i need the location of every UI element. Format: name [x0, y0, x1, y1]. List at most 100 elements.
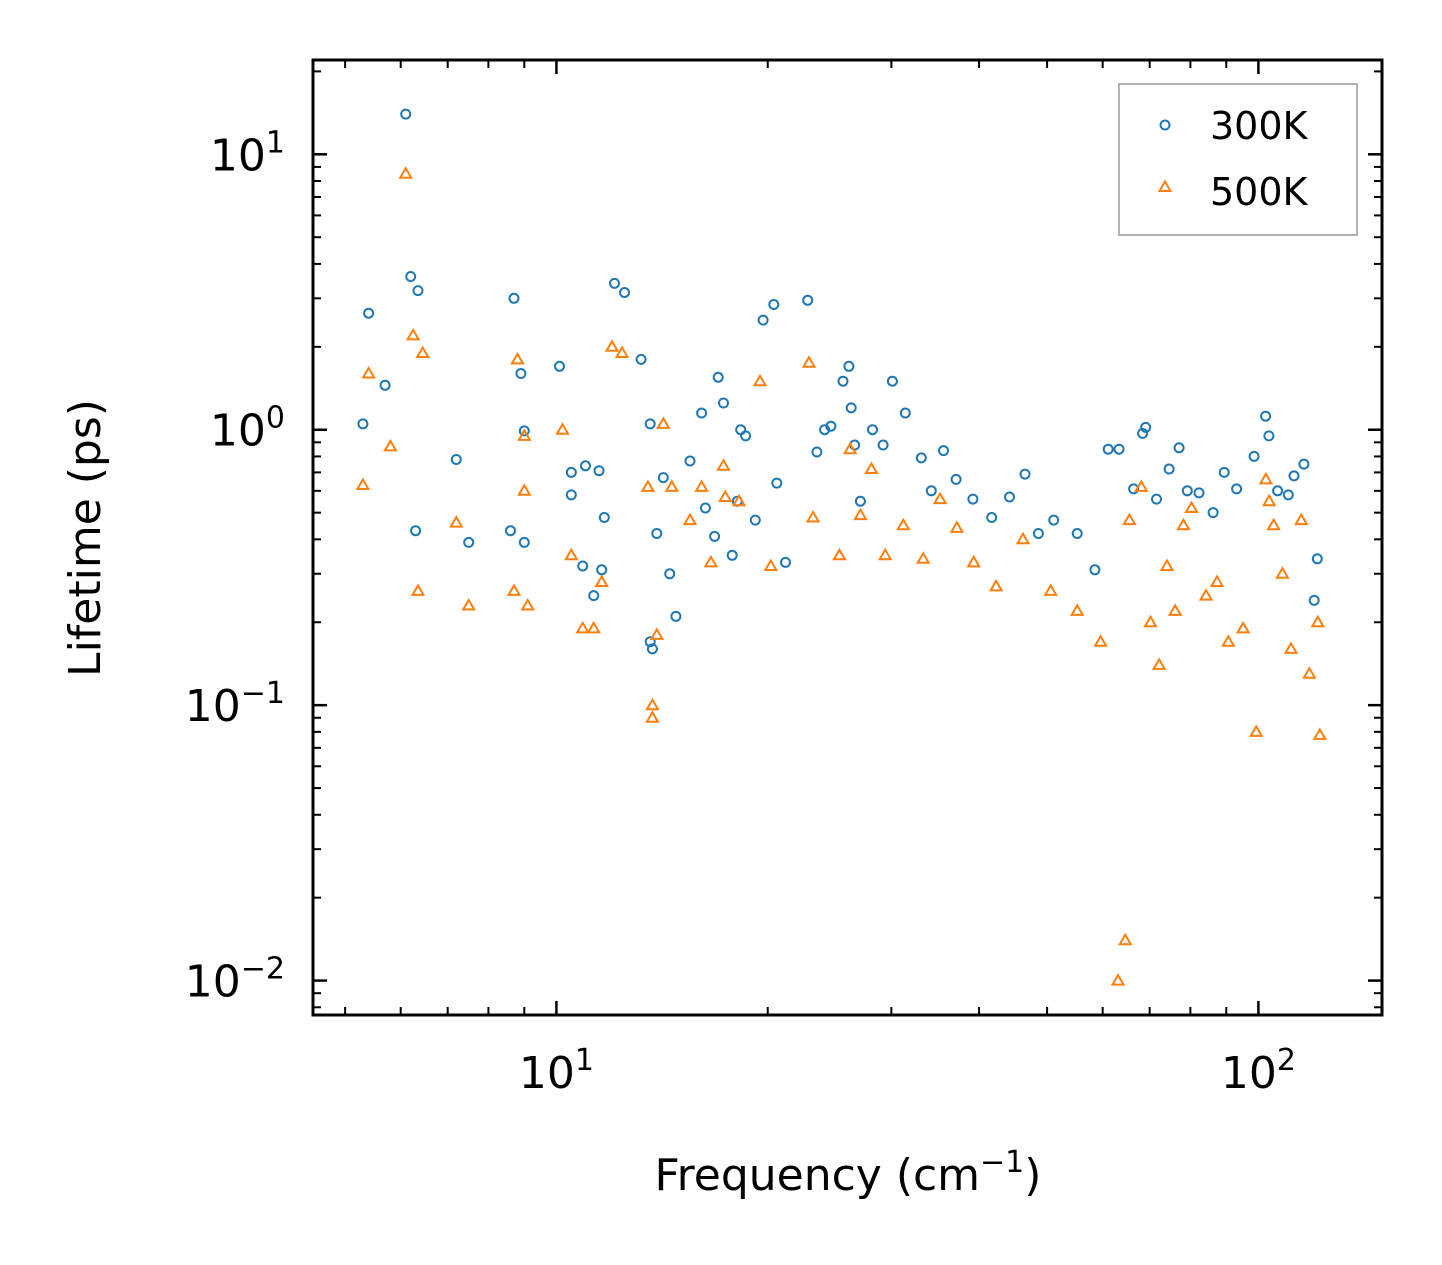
point-500k	[461, 598, 476, 611]
point-300k	[825, 420, 837, 432]
point-300k	[740, 430, 752, 442]
point-300k	[450, 454, 462, 465]
point-300k	[644, 418, 656, 430]
point-500k	[355, 477, 371, 490]
y-tick-label: 100	[210, 401, 285, 457]
point-300k	[709, 530, 721, 542]
point-500k	[1266, 517, 1281, 531]
point-500k	[966, 554, 981, 568]
point-300k	[1173, 442, 1185, 454]
point-500k	[1261, 493, 1277, 507]
point-300k	[1231, 483, 1243, 495]
series-500k	[355, 166, 1328, 986]
point-500k	[649, 627, 665, 640]
point-300k	[400, 108, 412, 120]
point-500k	[664, 479, 680, 492]
point-300k	[379, 379, 391, 391]
point-500k	[763, 558, 779, 571]
point-500k	[832, 547, 847, 561]
point-500k	[1312, 727, 1328, 740]
x-tick-label: 102	[1221, 1043, 1296, 1099]
point-300k	[410, 525, 422, 537]
x-tick-label-base: 10	[519, 1048, 575, 1099]
y-tick-label-base: 10	[185, 957, 241, 1008]
point-300k	[1263, 430, 1275, 442]
point-300k	[518, 425, 530, 437]
legend-label-500k: 500K	[1210, 170, 1309, 214]
point-500k	[932, 491, 948, 505]
point-300k	[837, 375, 849, 387]
point-300k	[811, 446, 823, 458]
y-axis-label: Lifetime (ps)	[60, 399, 111, 677]
point-500k	[555, 422, 570, 435]
point-500k	[586, 620, 601, 634]
point-300k	[635, 353, 647, 365]
y-tick-label: 10−1	[185, 676, 285, 732]
point-300k	[646, 643, 658, 655]
point-300k	[1004, 491, 1015, 503]
point-500k	[645, 697, 660, 711]
x-tick-label-base: 10	[1221, 1048, 1277, 1099]
point-500k	[801, 355, 817, 368]
point-500k	[703, 554, 719, 568]
point-300k	[1032, 528, 1044, 539]
point-500k	[1209, 574, 1225, 587]
point-500k	[1283, 641, 1299, 654]
point-300k	[1048, 514, 1060, 526]
point-500k	[731, 493, 747, 507]
point-500k	[517, 483, 532, 496]
point-300k	[1163, 463, 1175, 475]
point-500k	[1134, 479, 1149, 492]
point-500k	[718, 489, 733, 502]
point-300k	[877, 439, 889, 451]
point-500k	[1151, 657, 1167, 670]
point-500k	[415, 345, 430, 358]
x-tick-label-exponent: 1	[575, 1043, 594, 1078]
point-500k	[575, 620, 590, 634]
y-tick-label: 101	[210, 125, 285, 181]
y-tick-label-exponent: −2	[241, 952, 285, 987]
point-300k	[670, 610, 682, 622]
point-300k	[598, 512, 610, 523]
point-300k	[565, 489, 577, 501]
point-500k	[877, 547, 893, 561]
point-500k	[1143, 614, 1158, 628]
point-300k	[1089, 564, 1101, 576]
x-axis-label-main: Frequency (cm	[655, 1150, 981, 1201]
point-300k	[463, 536, 475, 548]
point-300k	[412, 285, 424, 297]
point-300k	[699, 502, 711, 514]
point-300k	[1137, 427, 1149, 439]
point-500k	[510, 351, 525, 365]
point-300k	[845, 402, 857, 414]
point-300k	[357, 418, 369, 430]
point-300k	[596, 564, 608, 576]
legend-marker-500k	[1157, 179, 1173, 192]
point-500k	[1110, 973, 1126, 986]
markers	[355, 108, 1328, 986]
point-500k	[564, 547, 579, 561]
point-300k	[580, 460, 591, 472]
point-300k	[899, 407, 911, 419]
point-500k	[1294, 512, 1309, 526]
point-300k	[986, 512, 998, 523]
x-axis-label: Frequency (cm−1)	[655, 1145, 1042, 1201]
point-500k	[594, 574, 609, 587]
legend-box	[1118, 83, 1358, 236]
point-300k	[1207, 507, 1219, 519]
point-300k	[768, 299, 780, 310]
point-300k	[664, 568, 676, 580]
point-300k	[1113, 443, 1125, 455]
point-300k	[1282, 489, 1294, 501]
point-500k	[645, 710, 660, 723]
point-500k	[1184, 500, 1199, 513]
point-500k	[1258, 471, 1274, 485]
point-300k	[644, 636, 656, 648]
point-300k	[843, 360, 855, 372]
point-300k	[1071, 528, 1083, 539]
point-300k	[1298, 458, 1310, 470]
legend-marker-300k	[1159, 119, 1171, 131]
point-300k	[950, 473, 962, 485]
point-500k	[864, 461, 879, 474]
